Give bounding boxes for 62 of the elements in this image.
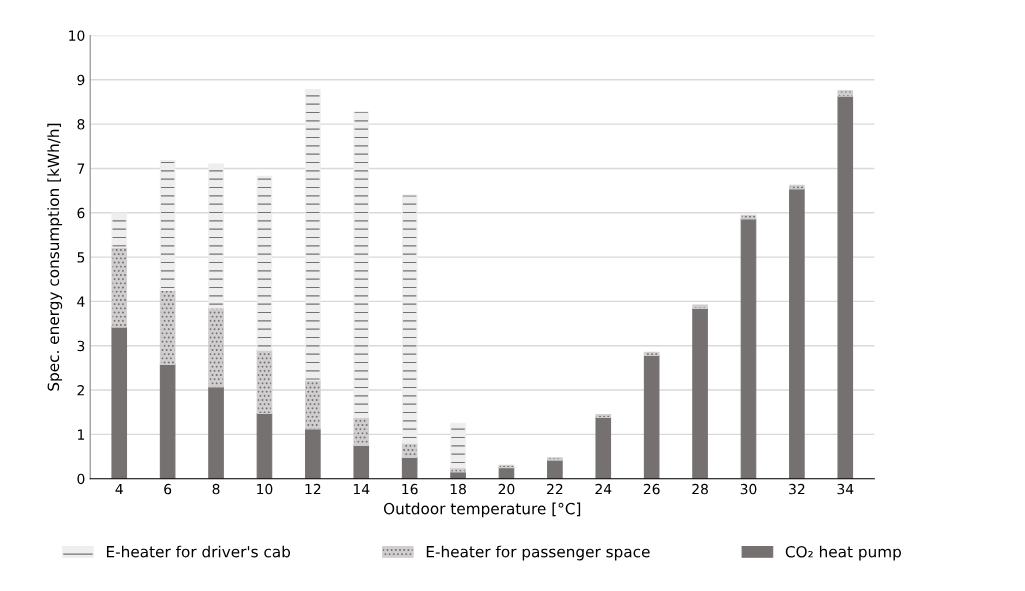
bar bbox=[353, 444, 370, 479]
bar bbox=[450, 422, 466, 469]
bar bbox=[692, 304, 708, 310]
y-tick-label: 5 bbox=[77, 252, 85, 263]
bar bbox=[256, 175, 273, 351]
bar bbox=[547, 459, 563, 479]
y-tick-label: 1 bbox=[78, 429, 85, 440]
x-tick-label: 12 bbox=[305, 483, 321, 495]
x-tick-label: 4 bbox=[115, 484, 123, 495]
x-tick-label: 26 bbox=[643, 483, 660, 495]
x-tick-label: 18 bbox=[450, 483, 466, 495]
bar bbox=[401, 442, 418, 458]
y-tick-label: 3 bbox=[77, 340, 85, 352]
bar bbox=[595, 416, 612, 479]
bar bbox=[111, 212, 128, 248]
y-tick-label: 0 bbox=[77, 473, 85, 485]
bar bbox=[643, 354, 660, 479]
x-tick-label: 24 bbox=[595, 483, 612, 495]
y-tick-label: 7 bbox=[77, 163, 85, 174]
bar bbox=[353, 111, 370, 419]
bar bbox=[837, 90, 854, 97]
y-tick-label: 4 bbox=[77, 296, 85, 307]
bar bbox=[401, 194, 418, 444]
bar bbox=[208, 386, 224, 479]
bar bbox=[595, 413, 612, 419]
bar bbox=[547, 457, 563, 461]
bar bbox=[256, 412, 273, 479]
x-tick-label: 20 bbox=[498, 483, 515, 495]
bar bbox=[305, 88, 321, 381]
x-tick-label: 32 bbox=[789, 483, 805, 495]
y-tick-label: 2 bbox=[77, 385, 84, 396]
x-tick-label: 28 bbox=[692, 483, 708, 495]
bar bbox=[740, 218, 757, 479]
x-tick-label: 30 bbox=[740, 483, 757, 495]
bar bbox=[305, 428, 321, 479]
y-tick-label: 10 bbox=[69, 30, 85, 41]
bar bbox=[450, 467, 466, 473]
y-tick-label: 9 bbox=[77, 74, 85, 86]
bar bbox=[740, 214, 757, 220]
bar bbox=[401, 456, 418, 479]
x-tick-label: 14 bbox=[353, 484, 370, 495]
y-axis-title: Spec. energy consumption [kWh/h] bbox=[47, 123, 63, 391]
x-tick-label: 16 bbox=[402, 483, 418, 495]
bar bbox=[159, 159, 176, 291]
bar bbox=[643, 351, 660, 357]
bar bbox=[208, 163, 224, 309]
bar bbox=[789, 188, 805, 479]
bar bbox=[692, 307, 708, 479]
bar bbox=[159, 363, 176, 479]
x-axis-title: Outdoor temperature [°C] bbox=[383, 502, 581, 518]
bar bbox=[111, 326, 128, 479]
legend-label: E-heater for passenger space bbox=[426, 545, 650, 561]
y-tick-label: 6 bbox=[77, 207, 85, 219]
legend-label: CO₂ heat pump bbox=[785, 545, 901, 561]
x-tick-label: 8 bbox=[212, 483, 220, 495]
bar bbox=[837, 95, 854, 479]
x-tick-label: 22 bbox=[547, 483, 563, 495]
y-tick-label: 8 bbox=[77, 119, 85, 130]
legend-label: E-heater for driver's cab bbox=[106, 545, 291, 558]
x-tick-label: 10 bbox=[257, 483, 273, 495]
x-tick-label: 6 bbox=[164, 483, 172, 495]
x-tick-label: 34 bbox=[837, 483, 854, 495]
